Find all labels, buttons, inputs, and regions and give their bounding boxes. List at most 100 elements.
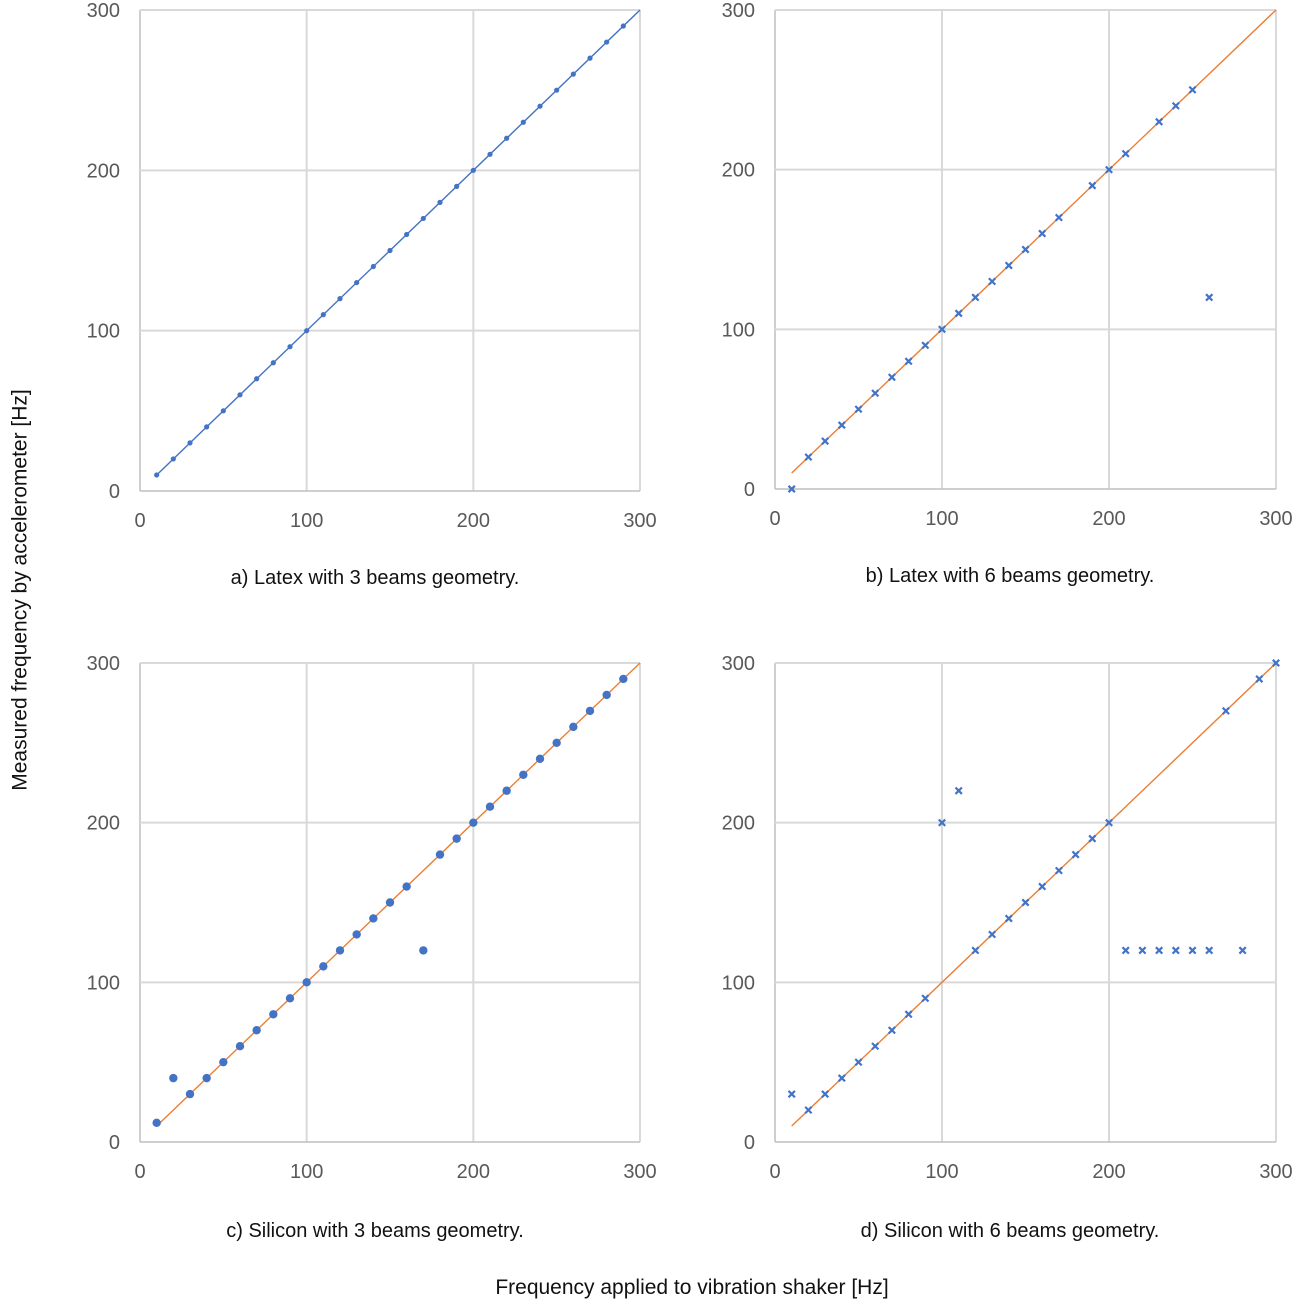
data-point <box>352 930 361 939</box>
subplot-caption: c) Silicon with 3 beams geometry. <box>226 1220 524 1242</box>
data-point <box>504 135 510 141</box>
data-point <box>154 472 160 478</box>
data-point <box>537 103 543 109</box>
data-point <box>1205 946 1214 955</box>
data-point <box>370 263 376 270</box>
x-tick-label: 100 <box>290 510 323 532</box>
data-point <box>1121 946 1130 955</box>
x-tick-label: 300 <box>623 1161 656 1183</box>
y-tick-label: 100 <box>722 972 755 994</box>
y-tick-label: 200 <box>87 160 120 182</box>
subplot-4: 0 100 200 300 0 100 200 300 d) Silicon with 6 be… <box>722 653 1293 1242</box>
y-tick-label: 200 <box>722 160 755 182</box>
data-point <box>319 962 328 971</box>
data-point <box>219 1057 228 1067</box>
subplot-2: 0 100 200 300 0 100 200 300 b) Latex with 6 beam… <box>722 0 1293 587</box>
data-point <box>787 485 796 493</box>
data-point <box>404 231 410 238</box>
data-point <box>921 341 930 350</box>
reference-line <box>156 662 641 1127</box>
data-point <box>220 408 226 414</box>
data-point <box>1272 659 1280 667</box>
data-point <box>554 87 560 93</box>
y-tick-label: 200 <box>87 813 120 835</box>
data-point <box>185 1089 195 1099</box>
data-point <box>1021 898 1030 907</box>
data-point <box>1188 946 1197 955</box>
data-point <box>1171 946 1180 955</box>
data-point <box>254 376 260 382</box>
data-point <box>369 914 378 923</box>
data-point <box>604 39 610 45</box>
data-point <box>569 722 578 732</box>
data-point <box>988 277 997 286</box>
reference-line <box>791 662 1277 1127</box>
data-point <box>938 325 946 334</box>
data-point <box>152 1118 161 1128</box>
x-tick-label: 200 <box>457 1161 490 1183</box>
data-point <box>354 279 360 286</box>
y-tick-label: 100 <box>722 319 755 341</box>
data-point <box>1188 85 1197 94</box>
data-point <box>887 1026 896 1035</box>
data-point <box>804 1106 813 1115</box>
x-tick-label: 300 <box>623 510 656 532</box>
data-point <box>1105 818 1113 827</box>
data-point <box>921 994 930 1003</box>
data-point <box>385 898 395 907</box>
data-point <box>387 247 393 254</box>
data-point <box>988 930 997 939</box>
data-point <box>954 309 963 318</box>
subplot-1: 0 100 200 300 0 100 200 300 a) Latex with 3 beam… <box>87 0 657 589</box>
data-point <box>585 706 595 716</box>
x-axis-title: Frequency applied to vibration shaker [H… <box>495 1276 888 1299</box>
data-point <box>204 424 210 430</box>
y-tick-label: 0 <box>109 481 120 503</box>
data-point <box>535 754 545 763</box>
data-point <box>904 357 913 366</box>
data-point <box>235 1042 245 1051</box>
data-point <box>170 456 176 462</box>
data-point <box>485 802 495 811</box>
data-point <box>854 1058 863 1067</box>
data-point <box>1071 850 1080 859</box>
data-point <box>1205 293 1214 302</box>
y-axis-title: Measured frequency by accelerometer [Hz] <box>9 389 32 791</box>
data-point <box>1038 882 1047 891</box>
y-tick-label: 200 <box>722 813 755 835</box>
data-point <box>837 1074 846 1083</box>
data-point <box>1255 674 1264 683</box>
subplots: 0 100 200 300 0 100 200 300 a) Latex with 3 beam… <box>87 0 1293 1242</box>
x-tick-label: 0 <box>134 510 145 532</box>
data-point <box>302 978 311 987</box>
x-tick-label: 100 <box>925 1161 958 1183</box>
y-tick-label: 300 <box>87 653 120 675</box>
y-tick-label: 0 <box>744 479 755 501</box>
data-point <box>187 440 193 446</box>
subplot-caption: a) Latex with 3 beams geometry. <box>231 567 520 589</box>
data-point <box>1238 946 1247 955</box>
x-tick-label: 300 <box>1259 508 1292 530</box>
data-point <box>1021 245 1030 254</box>
data-point <box>452 834 461 843</box>
data-point <box>1088 834 1097 843</box>
data-point <box>1121 149 1130 158</box>
data-point <box>570 71 576 77</box>
data-point <box>1221 706 1230 715</box>
data-point <box>854 405 863 414</box>
data-point <box>1105 165 1113 174</box>
data-point <box>469 818 478 827</box>
data-point <box>202 1073 211 1083</box>
data-point <box>620 23 626 29</box>
data-point <box>419 946 428 955</box>
x-tick-label: 0 <box>134 1161 145 1183</box>
subplot-3: 0 100 200 300 0 100 200 300 c) Silicon with 3 be… <box>87 653 657 1242</box>
data-point <box>602 690 611 700</box>
data-point <box>435 850 445 859</box>
y-tick-label: 0 <box>109 1132 120 1154</box>
x-tick-label: 100 <box>925 508 958 530</box>
data-point <box>520 119 526 125</box>
data-point <box>1054 866 1063 875</box>
data-point <box>335 946 345 955</box>
